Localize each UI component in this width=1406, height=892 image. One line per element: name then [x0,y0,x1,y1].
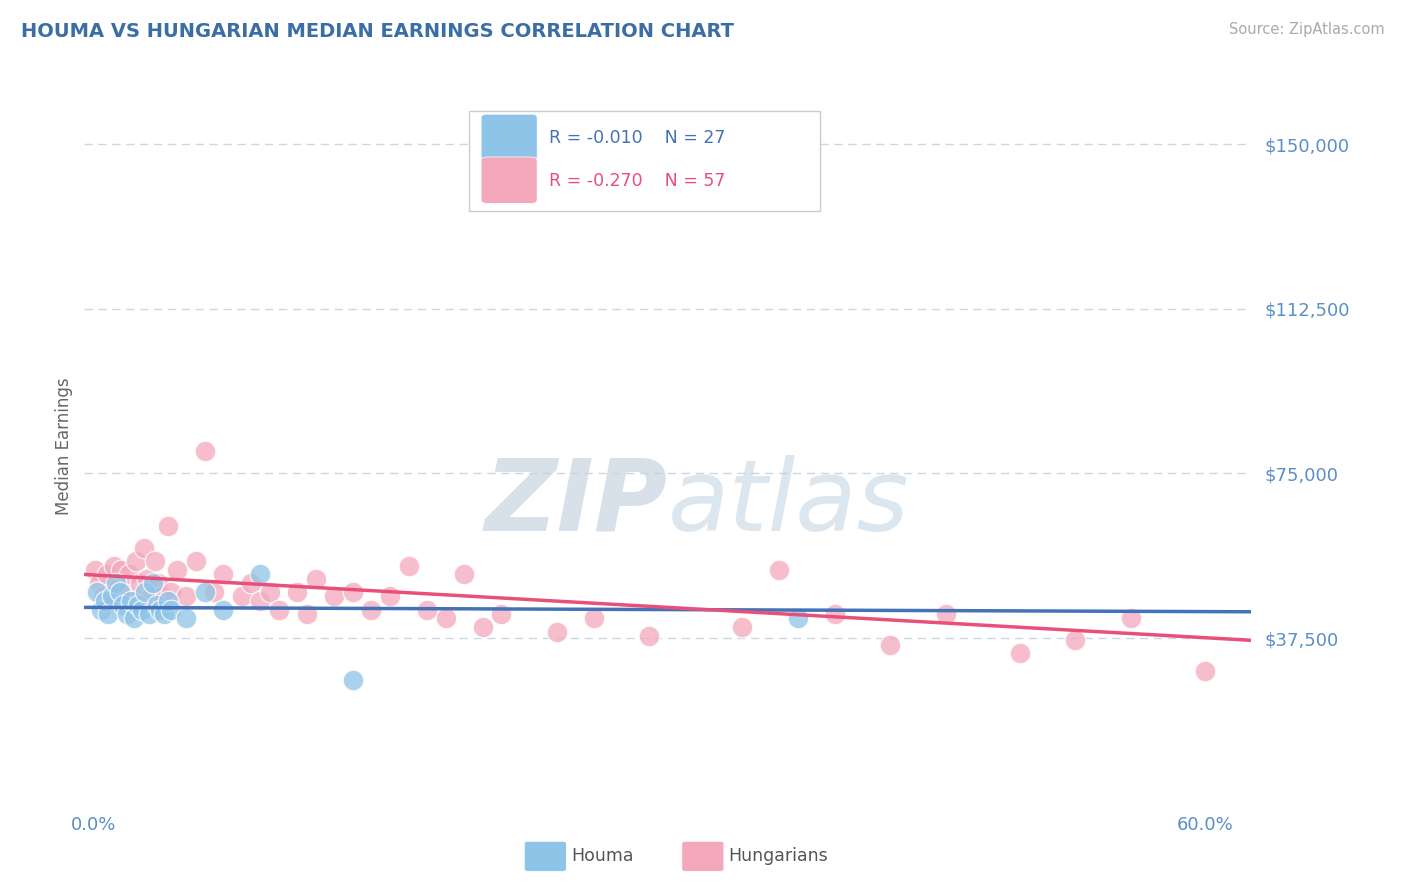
Point [879,638,901,652]
Point [138,607,160,621]
Point [104,576,127,591]
Point [378,590,401,604]
Point [1119,611,1142,625]
Point [103,558,125,573]
Point [125,554,148,568]
Point [194,585,217,599]
Point [212,602,235,616]
Point [110,563,132,577]
Point [112,598,135,612]
Point [156,519,179,533]
Point [96,567,118,582]
Point [149,602,172,616]
Point [240,576,263,591]
Point [1008,647,1031,661]
Point [91,590,114,604]
FancyBboxPatch shape [470,111,820,211]
Point [471,620,494,634]
Text: Hungarians: Hungarians [728,847,828,865]
Point [546,624,568,639]
Point [295,607,318,621]
Point [145,598,167,612]
Point [416,602,439,616]
Point [174,611,197,625]
Point [121,594,143,608]
Point [160,585,183,599]
Point [114,585,136,599]
FancyBboxPatch shape [481,114,537,161]
Point [153,607,176,621]
FancyBboxPatch shape [524,841,567,871]
Point [453,567,475,582]
Text: atlas: atlas [668,455,910,551]
Y-axis label: Median Earnings: Median Earnings [55,377,73,515]
Point [107,581,129,595]
Text: Source: ZipAtlas.com: Source: ZipAtlas.com [1229,22,1385,37]
Point [97,607,120,621]
Point [174,590,197,604]
Point [156,594,179,608]
Point [93,594,115,608]
Text: ZIP: ZIP [485,455,668,551]
Point [115,607,138,621]
Point [132,541,155,555]
Point [398,558,420,573]
Point [127,598,149,612]
Point [231,590,253,604]
Text: R = -0.270    N = 57: R = -0.270 N = 57 [548,171,725,189]
Point [148,576,170,591]
Point [249,567,271,582]
Point [194,444,217,458]
Point [582,611,605,625]
Point [124,611,146,625]
Point [143,554,166,568]
Point [136,572,159,586]
Point [212,567,235,582]
Point [160,602,183,616]
Text: HOUMA VS HUNGARIAN MEDIAN EARNINGS CORRELATION CHART: HOUMA VS HUNGARIAN MEDIAN EARNINGS CORRE… [21,22,734,41]
Point [342,673,364,687]
Point [1064,633,1087,648]
Point [150,590,173,604]
Point [139,590,162,604]
FancyBboxPatch shape [481,157,537,203]
Point [935,607,957,621]
Point [249,594,271,608]
Point [342,585,364,599]
Point [134,585,156,599]
Point [129,576,152,591]
Point [638,629,661,643]
Point [120,594,142,608]
Point [287,585,309,599]
Point [1194,664,1216,678]
Point [89,576,111,591]
Point [90,602,112,616]
Point [731,620,754,634]
Point [259,585,281,599]
Point [98,594,121,608]
Point [768,563,790,577]
Point [131,602,153,616]
FancyBboxPatch shape [682,841,724,871]
Point [142,576,165,591]
Point [84,563,107,577]
Point [108,585,131,599]
Point [101,590,124,604]
Text: R = -0.010    N = 27: R = -0.010 N = 27 [548,128,725,146]
Point [118,567,141,582]
Point [184,554,207,568]
Point [86,585,108,599]
Point [786,611,808,625]
Point [434,611,457,625]
Text: Houma: Houma [571,847,634,865]
Point [360,602,382,616]
Point [267,602,290,616]
Point [305,572,328,586]
Point [824,607,846,621]
Point [166,563,188,577]
Point [489,607,512,621]
Point [202,585,225,599]
Point [323,590,346,604]
